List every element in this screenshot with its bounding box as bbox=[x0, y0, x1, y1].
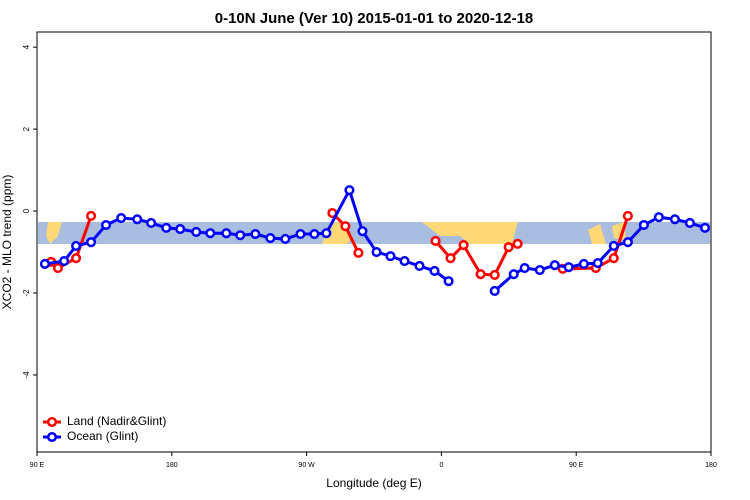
point bbox=[489, 269, 500, 281]
chart-title: 0-10N June (Ver 10) 2015-01-01 to 2020-1… bbox=[215, 10, 534, 27]
point bbox=[357, 226, 368, 237]
point bbox=[592, 258, 603, 269]
point bbox=[71, 240, 82, 251]
point bbox=[205, 228, 216, 239]
point bbox=[445, 253, 456, 264]
y-tick-label: 4 bbox=[22, 44, 31, 49]
land-shape bbox=[588, 224, 606, 244]
point bbox=[699, 222, 711, 233]
point bbox=[638, 219, 649, 231]
point bbox=[549, 260, 560, 271]
point bbox=[86, 237, 97, 248]
point bbox=[622, 237, 633, 248]
point bbox=[512, 238, 523, 249]
y-tick-label: -2 bbox=[22, 289, 31, 297]
point bbox=[235, 230, 246, 241]
point bbox=[371, 246, 382, 258]
point bbox=[71, 253, 82, 264]
point bbox=[132, 214, 143, 225]
point bbox=[59, 256, 70, 267]
point bbox=[443, 276, 454, 287]
point bbox=[508, 269, 519, 280]
x-tick-label: 180 bbox=[705, 462, 717, 469]
point bbox=[221, 228, 232, 239]
point bbox=[653, 212, 664, 223]
point bbox=[344, 185, 355, 196]
point bbox=[534, 265, 545, 276]
x-tick-label: 0 bbox=[439, 462, 443, 469]
x-tick-label: 90 E bbox=[30, 462, 45, 469]
point bbox=[563, 262, 574, 273]
point bbox=[321, 228, 332, 239]
point bbox=[280, 233, 291, 244]
x-tick-label: 90 W bbox=[298, 462, 315, 469]
point bbox=[265, 233, 276, 244]
point bbox=[519, 262, 530, 274]
ocean-strip bbox=[38, 222, 710, 244]
plot-frame bbox=[36, 31, 712, 453]
point bbox=[39, 258, 50, 269]
land-shape bbox=[46, 222, 62, 244]
point bbox=[175, 224, 186, 235]
point bbox=[353, 247, 364, 258]
point bbox=[52, 262, 64, 274]
point bbox=[340, 221, 351, 232]
point bbox=[608, 240, 619, 251]
point bbox=[385, 251, 396, 262]
point bbox=[146, 217, 157, 228]
point bbox=[295, 228, 306, 240]
point bbox=[86, 210, 97, 222]
map-strip bbox=[38, 222, 710, 244]
point bbox=[100, 219, 112, 231]
legend-marker bbox=[46, 431, 58, 443]
point bbox=[622, 210, 633, 222]
y-tick-label: 0 bbox=[22, 208, 31, 213]
x-axis-label: Longitude (deg E) bbox=[326, 476, 421, 490]
point bbox=[503, 242, 514, 253]
point bbox=[489, 285, 500, 297]
point bbox=[578, 258, 589, 269]
point bbox=[116, 212, 127, 224]
x-tick-label: 180 bbox=[166, 462, 178, 469]
point bbox=[684, 217, 695, 228]
y-axis-label: XCO2 - MLO trend (ppm) bbox=[0, 175, 14, 310]
point bbox=[458, 240, 469, 251]
point bbox=[429, 265, 440, 276]
point bbox=[309, 228, 320, 240]
point bbox=[608, 253, 619, 264]
point bbox=[414, 260, 425, 272]
point bbox=[430, 235, 441, 247]
point bbox=[399, 256, 410, 267]
legend-label: Ocean (Glint) bbox=[67, 429, 138, 443]
point bbox=[191, 226, 202, 238]
point bbox=[475, 269, 486, 280]
point bbox=[161, 222, 172, 233]
legend-marker bbox=[46, 416, 58, 428]
point bbox=[669, 214, 680, 225]
point bbox=[250, 228, 261, 240]
land-shape bbox=[422, 222, 518, 244]
legend-label: Land (Nadir&Glint) bbox=[67, 414, 166, 428]
x-tick-label: 90 E bbox=[569, 462, 584, 469]
y-tick-label: -4 bbox=[22, 371, 31, 379]
y-tick-label: 2 bbox=[22, 126, 31, 131]
